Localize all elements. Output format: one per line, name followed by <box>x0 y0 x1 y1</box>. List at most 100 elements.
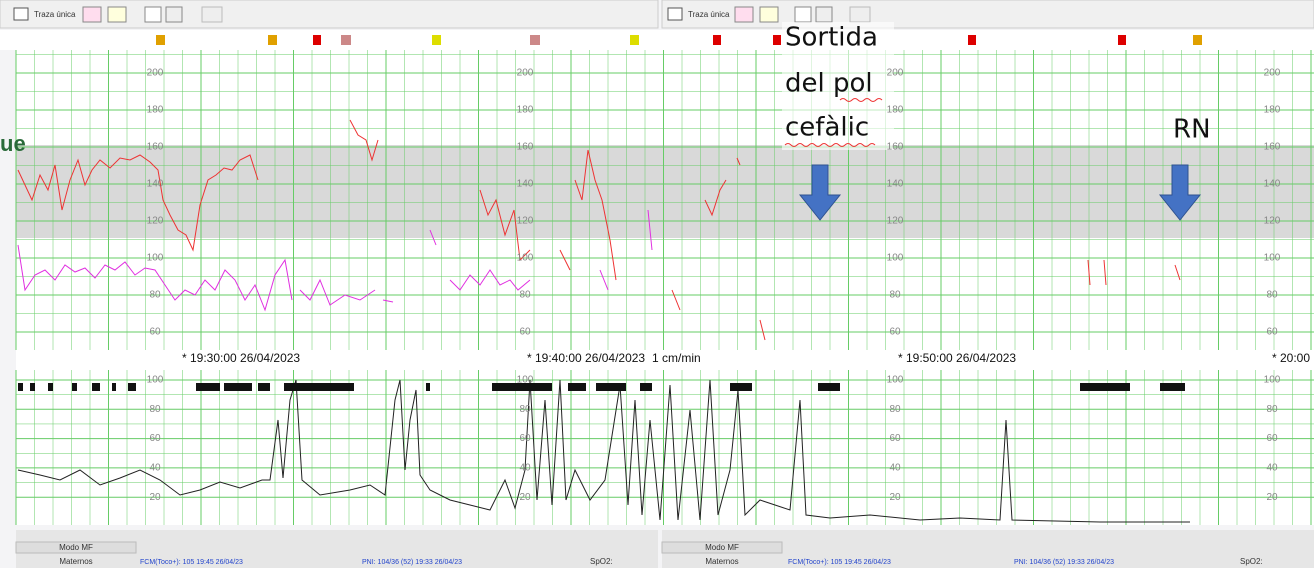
timestamp: * 19:30:00 26/04/2023 <box>182 351 300 365</box>
status-mode: Modo MF <box>705 543 739 552</box>
fhr-tick-label: 60 <box>1266 327 1278 338</box>
toco-tick-label: 40 <box>149 463 161 474</box>
toco-tick-label: 20 <box>1266 492 1278 503</box>
normal-band <box>16 145 1314 238</box>
toolbar-icon[interactable] <box>794 6 812 23</box>
fhr-tick-label: 180 <box>147 105 164 116</box>
toco-tick-label: 100 <box>147 375 164 386</box>
fhr-tick-label: 100 <box>1264 253 1281 264</box>
fhr-tick-label: 160 <box>887 142 904 153</box>
toolbar-icon[interactable] <box>82 6 102 23</box>
fhr-tick-label: 120 <box>147 216 164 227</box>
fhr-tick-label: 80 <box>149 290 161 301</box>
fhr-tick-label: 140 <box>517 179 534 190</box>
annotation: Sortida <box>785 23 878 53</box>
fhr-tick-label: 160 <box>147 142 164 153</box>
arrow <box>1158 164 1202 221</box>
toco-trace <box>17 379 1190 523</box>
arrow <box>798 164 842 221</box>
timestamp: * 19:40:00 26/04/2023 <box>527 351 645 365</box>
toco-tick-label: 80 <box>1266 404 1278 415</box>
toolbar-icon[interactable] <box>849 6 871 23</box>
timestamp: * 20:00 <box>1272 351 1310 365</box>
fhr-tick-label: 80 <box>889 290 901 301</box>
toolbar-icon[interactable] <box>144 6 162 23</box>
fhr-tick-label: 100 <box>147 253 164 264</box>
toolbar-icon[interactable] <box>13 7 29 21</box>
toco-tick-label: 20 <box>889 492 901 503</box>
fhr-tick-label: 200 <box>887 68 904 79</box>
status-mode: Modo MF <box>59 543 93 552</box>
toco-tick-label: 60 <box>889 433 901 444</box>
fhr-tick-label: 200 <box>517 68 534 79</box>
fhr-tick-label: 60 <box>519 327 531 338</box>
fhr-tick-label: 60 <box>149 327 161 338</box>
toolbar-icon[interactable] <box>165 6 183 23</box>
annotation-bg <box>782 22 894 150</box>
toco-tick-label: 80 <box>149 404 161 415</box>
toolbar-icon[interactable] <box>667 7 683 21</box>
left-fragment: ue <box>0 131 26 156</box>
fhr-tick-label: 180 <box>517 105 534 116</box>
toco-tick-label: 60 <box>519 433 531 444</box>
toco-tick-label: 40 <box>889 463 901 474</box>
toolbar-right <box>661 0 1314 29</box>
toco-tick-label: 80 <box>519 404 531 415</box>
fhr-tick-label: 120 <box>517 216 534 227</box>
toolbar-title: Traza única <box>688 10 730 19</box>
toco-tick-label: 20 <box>519 492 531 503</box>
toco-tick-label: 100 <box>517 375 534 386</box>
timestamp: * 19:50:00 26/04/2023 <box>898 351 1016 365</box>
annotation: RN <box>1173 115 1211 145</box>
paper-speed: 1 cm/min <box>652 351 701 365</box>
grid <box>15 50 1314 525</box>
status-pni: PNI: 104/36 (52) 19:33 26/04/23 <box>1014 559 1114 566</box>
event-icons <box>156 35 1202 45</box>
toolbar-icon[interactable] <box>759 6 779 23</box>
status-pni: PNI: 104/36 (52) 19:33 26/04/23 <box>362 559 462 566</box>
status-maternos: Maternos <box>705 557 738 566</box>
maternal-trace <box>17 209 653 312</box>
toco-tick-label: 40 <box>519 463 531 474</box>
status-fcm: FCM(Toco+): 105 19:45 26/04/23 <box>140 559 243 566</box>
status-field <box>661 541 783 554</box>
fhr-tick-label: 120 <box>1264 216 1281 227</box>
event-row <box>0 30 1314 50</box>
fhr-tick-label: 140 <box>147 179 164 190</box>
annotation: cefàlic <box>785 113 869 143</box>
toolbar-icon[interactable] <box>734 6 754 23</box>
status-maternos: Maternos <box>59 557 92 566</box>
fhr-tick-label: 180 <box>1264 105 1281 116</box>
status-spo2: SpO2: <box>1240 557 1263 566</box>
status-fcm: FCM(Toco+): 105 19:45 26/04/23 <box>788 559 891 566</box>
fhr-tick-label: 100 <box>887 253 904 264</box>
toco-tick-label: 40 <box>1266 463 1278 474</box>
fhr-tick-label: 180 <box>887 105 904 116</box>
fhr-tick-label: 200 <box>1264 68 1281 79</box>
status-spo2: SpO2: <box>590 557 613 566</box>
fhr-tick-label: 120 <box>887 216 904 227</box>
toco-tick-label: 80 <box>889 404 901 415</box>
toolbar-icon[interactable] <box>107 6 127 23</box>
toolbar-icon[interactable] <box>201 6 223 23</box>
fhr-tick-label: 160 <box>1264 142 1281 153</box>
toolbar-title: Traza única <box>34 10 76 19</box>
fhr-tick-label: 100 <box>517 253 534 264</box>
fhr-tick-label: 60 <box>889 327 901 338</box>
timestamp-row <box>16 350 1314 370</box>
fhr-tick-label: 160 <box>517 142 534 153</box>
fhr-tick-label: 140 <box>887 179 904 190</box>
toco-tick-label: 60 <box>1266 433 1278 444</box>
fhr-tick-label: 80 <box>519 290 531 301</box>
fhr-trace <box>17 119 1181 341</box>
toco-tick-label: 20 <box>149 492 161 503</box>
status-field <box>15 541 137 554</box>
toco-tick-label: 60 <box>149 433 161 444</box>
movement-marks <box>18 383 1185 391</box>
toolbar-icon[interactable] <box>815 6 833 23</box>
toco-tick-label: 100 <box>887 375 904 386</box>
toco-tick-label: 100 <box>1264 375 1281 386</box>
fhr-tick-label: 200 <box>147 68 164 79</box>
annotation: del pol <box>785 69 873 99</box>
